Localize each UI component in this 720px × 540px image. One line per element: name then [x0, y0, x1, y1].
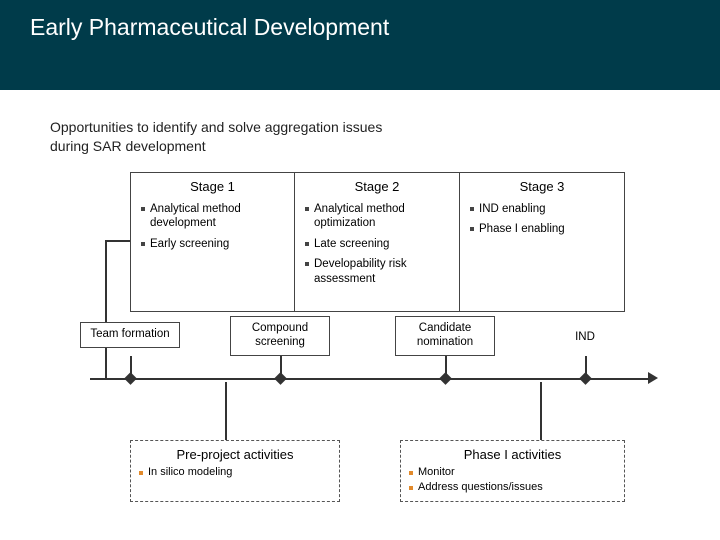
stages-row: Stage 1 Analytical method development Ea…	[130, 172, 625, 312]
phase1-item: Address questions/issues	[407, 481, 618, 493]
tick-line	[280, 356, 282, 378]
stage-item: Early screening	[139, 237, 286, 251]
stage-title: Stage 1	[139, 179, 286, 194]
tick-line	[585, 356, 587, 378]
bullet-icon	[409, 471, 413, 475]
connector-line	[225, 382, 227, 440]
stage-item: Analytical method optimization	[303, 202, 451, 231]
pre-project-item: In silico modeling	[137, 466, 333, 478]
page-title: Early Pharmaceutical Development	[30, 14, 690, 41]
stage-title: Stage 2	[303, 179, 451, 194]
pre-project-title: Pre-project activities	[131, 441, 339, 466]
connector-line	[540, 382, 542, 440]
milestone-team-formation: Team formation	[80, 322, 180, 348]
phase1-box: Phase I activities Monitor Address quest…	[400, 440, 625, 502]
subtitle-line: Opportunities to identify and solve aggr…	[50, 118, 382, 137]
bullet-icon	[409, 486, 413, 490]
subtitle: Opportunities to identify and solve aggr…	[50, 118, 382, 156]
stage-box-2: Stage 2 Analytical method optimization L…	[295, 172, 460, 312]
stage-item: Developability risk assessment	[303, 257, 451, 286]
connector-line	[105, 240, 130, 242]
subtitle-line: during SAR development	[50, 137, 382, 156]
stage-item: Analytical method development	[139, 202, 286, 231]
bullet-icon	[139, 471, 143, 475]
milestone-compound-screening: Compound screening	[230, 316, 330, 356]
bullet-icon	[305, 207, 309, 211]
phase1-item: Monitor	[407, 466, 618, 478]
bullet-icon	[305, 262, 309, 266]
bullet-icon	[141, 242, 145, 246]
phase1-title: Phase I activities	[401, 441, 624, 466]
arrowhead-icon	[648, 372, 658, 384]
bullet-icon	[470, 207, 474, 211]
stage-item: IND enabling	[468, 202, 616, 216]
timeline-axis	[90, 378, 650, 380]
stage-box-3: Stage 3 IND enabling Phase I enabling	[460, 172, 625, 312]
stage-box-1: Stage 1 Analytical method development Ea…	[130, 172, 295, 312]
bullet-icon	[305, 242, 309, 246]
milestone-candidate-nomination: Candidate nomination	[395, 316, 495, 356]
pre-project-box: Pre-project activities In silico modelin…	[130, 440, 340, 502]
stage-item: Phase I enabling	[468, 222, 616, 236]
timeline: Team formation Compound screening Candid…	[90, 340, 650, 420]
tick-line	[130, 356, 132, 378]
stage-title: Stage 3	[468, 179, 616, 194]
header-band: Early Pharmaceutical Development	[0, 0, 720, 90]
stage-item: Late screening	[303, 237, 451, 251]
bullet-icon	[470, 227, 474, 231]
bullet-icon	[141, 207, 145, 211]
tick-line	[445, 356, 447, 378]
milestone-ind: IND	[550, 326, 620, 350]
